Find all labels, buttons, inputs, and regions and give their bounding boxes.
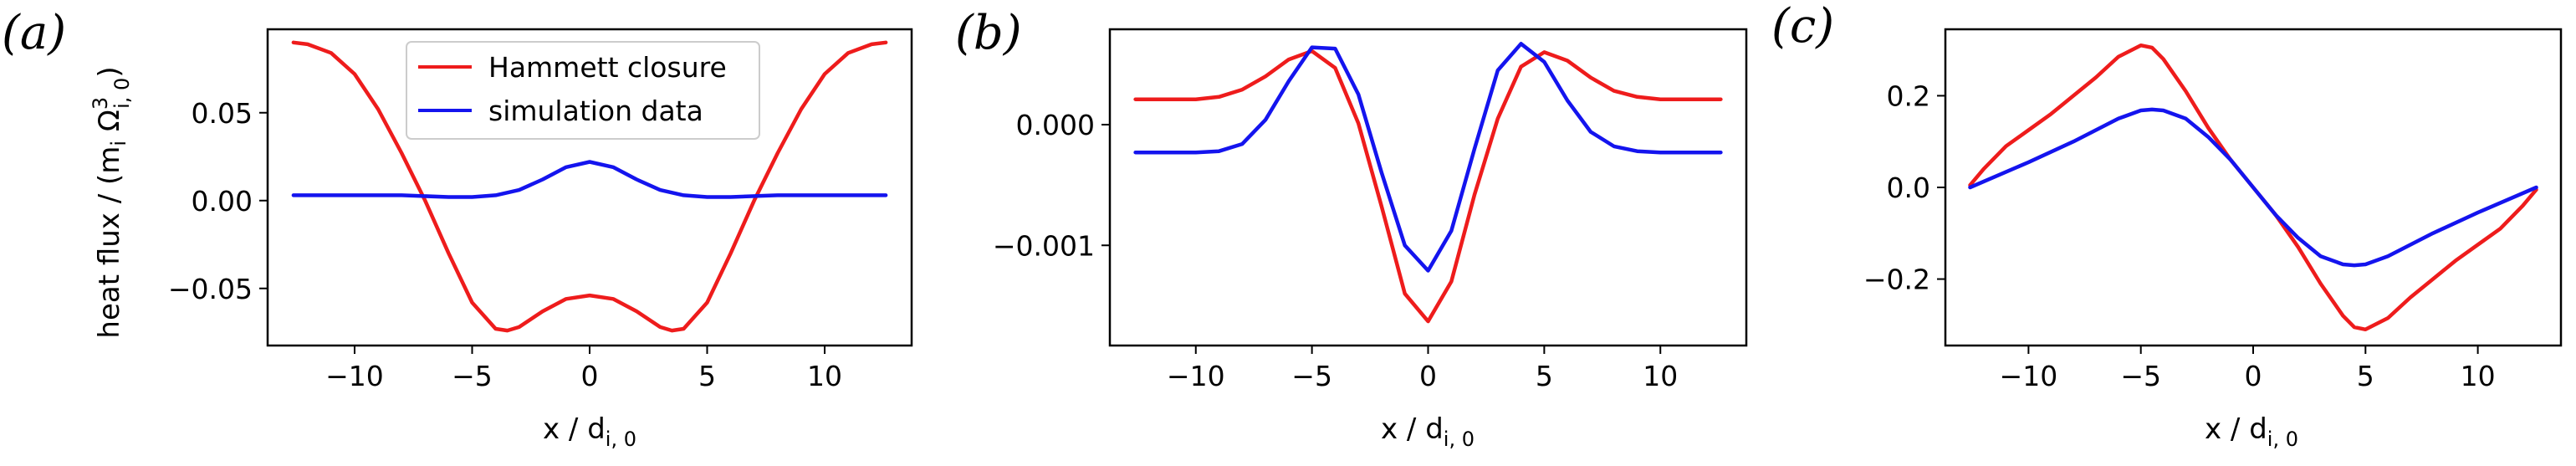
x-tick-label-a: 5 — [698, 360, 716, 392]
y-tick-label-a: 0.00 — [192, 185, 253, 218]
series-line-hammett-a — [291, 40, 888, 333]
y-axis-label: heat flux / (mi Ω3i, 0) — [89, 66, 134, 338]
axes-frame-b — [1108, 28, 1748, 347]
x-axis-label-a: x / di, 0 — [543, 412, 636, 451]
legend: Hammett closure simulation data — [406, 41, 760, 140]
x-tick-label-c: −5 — [2120, 360, 2161, 392]
x-tick-label-b: −10 — [1167, 360, 1225, 392]
legend-frame — [406, 41, 760, 140]
x-tick-label-a: −5 — [452, 360, 493, 392]
panel-label-c: (c) — [1771, 0, 1834, 54]
panel-a: −10 −5 0 5 10 −0.05 0.00 0.05 — [168, 28, 913, 392]
y-tick-label-c: −0.2 — [1863, 264, 1930, 296]
x-tick-label-c: 10 — [2461, 360, 2496, 392]
series-line-simulation-a — [291, 160, 888, 199]
series-line-simulation-c — [1968, 107, 2538, 268]
legend-label-hammett: Hammett closure — [488, 51, 727, 84]
y-tick-label-a: −0.05 — [168, 273, 253, 305]
x-tick-label-b: 0 — [1419, 360, 1437, 392]
x-tick-label-a: 0 — [581, 360, 599, 392]
panel-label-a: (a) — [2, 6, 66, 60]
x-tick-label-c: −10 — [2000, 360, 2058, 392]
y-tick-label-b: 0.000 — [1016, 109, 1095, 141]
y-tick-label-c: 0.0 — [1887, 172, 1930, 204]
series-line-simulation-b — [1133, 42, 1723, 273]
x-tick-label-c: 5 — [2357, 360, 2374, 392]
panel-label-b: (b) — [955, 6, 1022, 60]
panel-b: −10 −5 0 5 10 −0.001 0.000 — [993, 28, 1748, 392]
x-tick-label-a: 10 — [807, 360, 842, 392]
x-axis-label-b: x / di, 0 — [1381, 412, 1475, 451]
x-tick-label-b: 10 — [1643, 360, 1678, 392]
x-tick-label-b: 5 — [1536, 360, 1553, 392]
x-tick-label-a: −10 — [325, 360, 384, 392]
series-line-hammett-b — [1133, 49, 1723, 324]
y-tick-label-c: 0.2 — [1887, 79, 1930, 112]
x-tick-label-b: −5 — [1291, 360, 1332, 392]
y-tick-label-b: −0.001 — [993, 229, 1095, 262]
legend-label-simulation: simulation data — [488, 95, 703, 127]
x-tick-label-c: 0 — [2245, 360, 2262, 392]
y-tick-label-a: 0.05 — [192, 97, 253, 130]
panel-c: −10 −5 0 5 10 −0.2 0.0 0.2 — [1863, 28, 2563, 392]
x-axis-label-c: x / di, 0 — [2205, 412, 2298, 451]
